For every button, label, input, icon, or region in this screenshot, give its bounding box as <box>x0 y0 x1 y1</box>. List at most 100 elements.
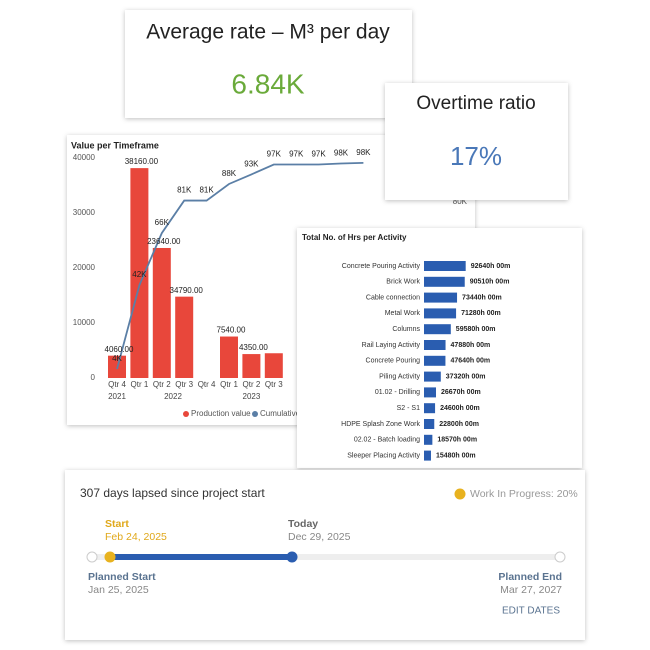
today-label: Today <box>288 518 318 530</box>
value-label: 15480h 00m <box>436 452 476 459</box>
category-label: Brick Work <box>386 279 420 286</box>
value-label: 47880h 00m <box>451 342 491 349</box>
timeline-title: 307 days lapsed since project start <box>80 486 265 500</box>
line-value-label: 98K <box>334 149 349 158</box>
category-label: S2 - S1 <box>397 405 420 412</box>
line-value-label: 42K <box>132 270 147 279</box>
line <box>116 161 364 370</box>
x-tick-label: Qtr 4 <box>198 380 216 389</box>
card-bg <box>385 83 568 200</box>
category-label: Concrete Pouring Activity <box>342 263 421 270</box>
status-dot <box>454 488 466 500</box>
planned-start-date: Jan 25, 2025 <box>88 584 149 596</box>
line-value-label: 97K <box>311 150 326 159</box>
planned-start-label: Planned Start <box>88 571 156 583</box>
bar <box>424 434 433 445</box>
y-tick-label: 20000 <box>73 263 96 272</box>
value-label: 24600h 00m <box>440 405 480 412</box>
bar <box>424 419 435 429</box>
bar <box>424 324 451 335</box>
bar <box>175 296 194 378</box>
category-label: Cable connection <box>366 294 420 301</box>
value-label: 18570h 00m <box>437 437 477 444</box>
today-date: Dec 29, 2025 <box>288 531 351 543</box>
year-label: 2023 <box>243 392 261 401</box>
legend-label: Production value <box>191 409 251 418</box>
bar-value-label: 4060.00 <box>105 345 134 354</box>
card-title: Average rate – M³ per day <box>146 21 390 44</box>
line-value-label: 88K <box>222 169 237 178</box>
card-value: 17% <box>450 141 502 171</box>
start-date: Feb 24, 2025 <box>105 531 167 543</box>
category-label: 02.02 - Batch loading <box>354 437 420 444</box>
planned-end-dot <box>554 551 566 563</box>
chart-title: Value per Timeframe <box>71 140 159 150</box>
bar-value-label: 23640.00 <box>147 237 181 246</box>
year-label: 2022 <box>164 392 182 401</box>
x-tick-label: Qtr 2 <box>243 380 261 389</box>
x-tick-label: Qtr 2 <box>153 380 171 389</box>
category-label: Rail Laying Activity <box>362 342 421 349</box>
bar <box>424 450 431 461</box>
planned-end-date: Mar 27, 2027 <box>500 584 562 596</box>
year-label: 2021 <box>108 392 126 401</box>
value-label: 90510h 00m <box>470 279 510 286</box>
value-label: 73440h 00m <box>462 294 502 301</box>
bar <box>242 354 261 378</box>
y-tick-label: 0 <box>91 373 96 382</box>
x-tick-label: Qtr 3 <box>175 380 193 389</box>
y2-tick-label: 80K <box>453 197 468 206</box>
bar <box>220 336 238 378</box>
legend-label: Cumulative <box>260 409 301 418</box>
line-value-label: 97K <box>267 150 282 159</box>
edit-dates[interactable]: EDIT DATES <box>502 606 560 617</box>
bar <box>424 387 437 398</box>
category-label: Concrete Pouring <box>366 358 421 365</box>
y-tick-label: 40000 <box>73 153 96 162</box>
category-label: Sleeper Placing Activity <box>347 452 420 459</box>
today-dot <box>286 551 298 563</box>
category-label: Piling Activity <box>379 373 420 380</box>
bar <box>424 371 441 382</box>
x-tick-label: Qtr 1 <box>131 380 149 389</box>
line-value-label: 98K <box>356 148 371 157</box>
category-label: Metal Work <box>385 310 421 317</box>
timeline-card: 307 days lapsed since project start Work… <box>65 470 585 640</box>
category-label: HDPE Splash Zone Work <box>341 421 420 428</box>
bar-value-label: 38160.00 <box>125 157 159 166</box>
bar <box>130 168 149 378</box>
card-title: Overtime ratio <box>416 93 535 114</box>
category-label: Columns <box>392 326 420 333</box>
chart-title: Total No. of Hrs per Activity <box>302 233 407 242</box>
overtime-card: Overtime ratio 17% <box>385 83 568 200</box>
rate-card: Average rate – M³ per day 6.84K <box>125 10 412 118</box>
value-label: 26670h 00m <box>441 389 481 396</box>
line-value-label: 97K <box>289 150 304 159</box>
value-label: 59580h 00m <box>456 326 496 333</box>
line-value-label: 81K <box>199 186 214 195</box>
line-value-label: 93K <box>244 160 259 169</box>
bar <box>424 261 466 271</box>
value-label: 71280h 00m <box>461 310 501 317</box>
y-tick-label: 30000 <box>73 208 96 217</box>
value-label: 92640h 00m <box>471 263 511 270</box>
bar <box>424 340 446 350</box>
card-value: 6.84K <box>231 68 304 99</box>
line-value-label: 66K <box>155 218 170 227</box>
bar-value-label: 4350.00 <box>239 343 268 352</box>
status: Work In Progress: 20% <box>470 488 578 500</box>
value-label: 47640h 00m <box>450 358 490 365</box>
value-label: 22800h 00m <box>439 421 479 428</box>
line-value-label: 4K <box>112 354 122 363</box>
bar <box>152 247 171 378</box>
hbar-card: Total No. of Hrs per Activity Concrete P… <box>297 228 582 468</box>
legend-swatch <box>183 411 189 417</box>
x-tick-label: Qtr 4 <box>108 380 126 389</box>
bar-value-label: 34790.00 <box>170 286 204 295</box>
value-label: 37320h 00m <box>446 373 486 380</box>
x-tick-label: Qtr 1 <box>220 380 238 389</box>
y-tick-label: 10000 <box>73 318 96 327</box>
legend-swatch <box>252 411 258 417</box>
planned-start-dot <box>86 551 98 563</box>
